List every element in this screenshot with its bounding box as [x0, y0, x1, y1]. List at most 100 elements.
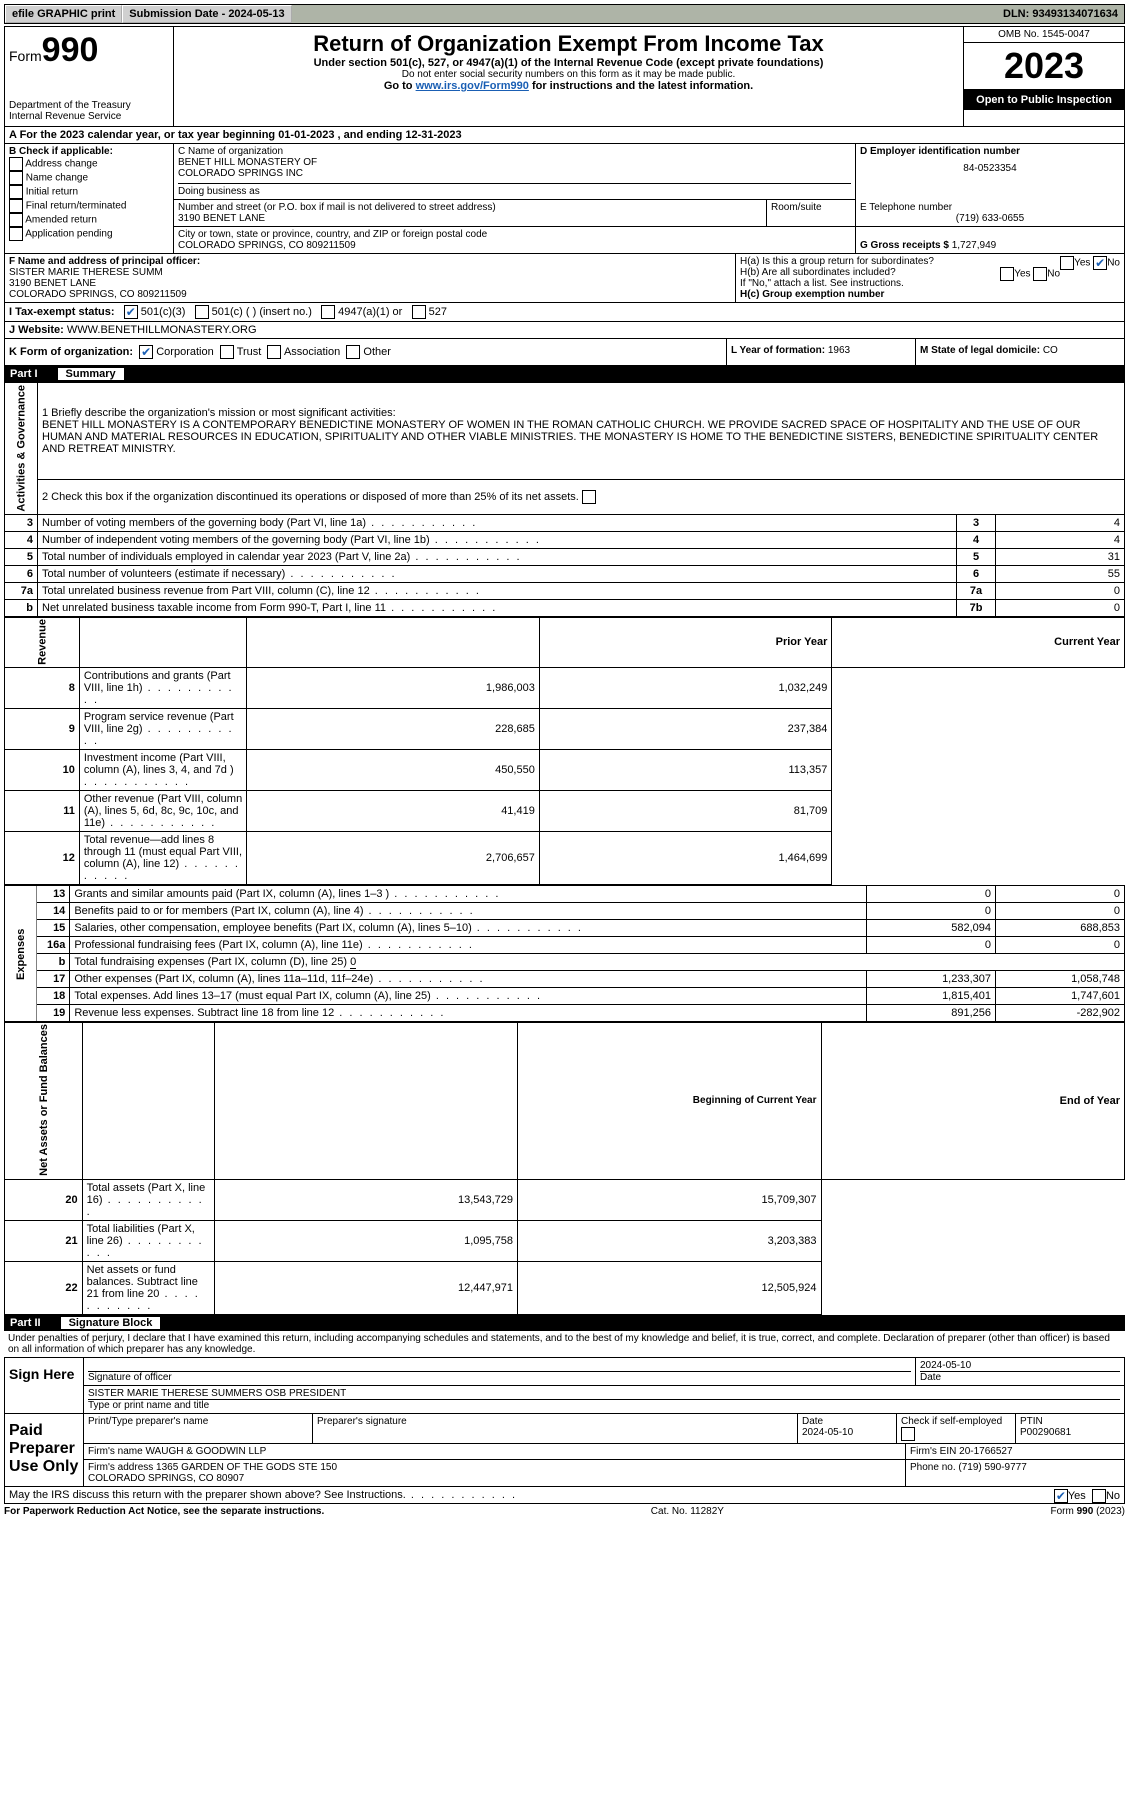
box-b-label: B Check if applicable:: [9, 146, 169, 157]
firm-ein: 20-1766527: [959, 1446, 1012, 1457]
prior-val: 1,986,003: [247, 668, 540, 709]
officer-addr1: 3190 BENET LANE: [9, 278, 96, 289]
lbl-no2: No: [1047, 269, 1060, 280]
chk-address-change[interactable]: [9, 157, 23, 171]
chk-discuss-yes[interactable]: [1054, 1489, 1068, 1503]
netassets-table: Net Assets or Fund Balances Beginning of…: [4, 1022, 1125, 1315]
prior-val: 2,706,657: [247, 832, 540, 885]
line-num: 12: [5, 832, 80, 885]
line-text: Contributions and grants (Part VIII, lin…: [79, 668, 246, 709]
part1-header: Part I Summary: [4, 366, 1125, 382]
lbl-address-change: Address change: [25, 159, 97, 170]
row-fh: F Name and address of principal officer:…: [4, 254, 1125, 303]
chk-final-return[interactable]: [9, 199, 23, 213]
chk-amended[interactable]: [9, 213, 23, 227]
line-val: 55: [996, 565, 1125, 582]
chk-ha-yes[interactable]: [1060, 256, 1074, 270]
prior-val: 13,543,729: [214, 1179, 517, 1220]
sig-officer-label: Signature of officer: [88, 1371, 911, 1383]
ptin-label: PTIN: [1020, 1416, 1043, 1427]
hb-label: H(b) Are all subordinates included?: [740, 267, 896, 278]
street-label: Number and street (or P.O. box if mail i…: [178, 202, 762, 213]
prior-val: 582,094: [867, 920, 996, 937]
line-text: Total revenue—add lines 8 through 11 (mu…: [79, 832, 246, 885]
tel-value: (719) 633-0655: [860, 213, 1120, 224]
line-num: 5: [5, 548, 38, 565]
form-word: Form: [9, 48, 42, 64]
box-f-label: F Name and address of principal officer:: [9, 256, 200, 267]
line-text: Total assets (Part X, line 16): [82, 1179, 214, 1220]
row-a-tax-year: A For the 2023 calendar year, or tax yea…: [4, 127, 1125, 144]
self-emp-label: Check if self-employed: [901, 1416, 1002, 1427]
line-num: b: [5, 599, 38, 616]
mission-label: 1 Briefly describe the organization's mi…: [42, 407, 1120, 419]
part1-num: Part I: [10, 368, 38, 380]
typeprint-label: Type or print name and title: [88, 1399, 1120, 1411]
line-num: 16a: [37, 937, 70, 954]
ha-label: H(a) Is this a group return for subordin…: [740, 256, 934, 267]
chk-other[interactable]: [346, 345, 360, 359]
chk-discuss-no[interactable]: [1092, 1489, 1106, 1503]
chk-hb-no[interactable]: [1033, 267, 1047, 281]
chk-527[interactable]: [412, 305, 426, 319]
line-val: 31: [996, 548, 1125, 565]
chk-hb-yes[interactable]: [1000, 267, 1014, 281]
summary-table: Activities & Governance 1 Briefly descri…: [4, 382, 1125, 617]
hdr-eoy: End of Year: [821, 1022, 1124, 1179]
dept-treasury: Department of the Treasury: [9, 100, 169, 111]
line-text: Other expenses (Part IX, column (A), lin…: [70, 971, 867, 988]
blank: [82, 1022, 214, 1179]
chk-trust[interactable]: [220, 345, 234, 359]
city-label: City or town, state or province, country…: [178, 229, 851, 240]
goto-post: for instructions and the latest informat…: [529, 80, 753, 92]
ptin-val: P00290681: [1020, 1427, 1071, 1438]
chk-initial-return[interactable]: [9, 185, 23, 199]
line-num: 21: [5, 1220, 83, 1261]
line2-text: 2 Check this box if the organization dis…: [42, 491, 579, 503]
line-text: Total number of volunteers (estimate if …: [38, 565, 957, 582]
lbl-assoc: Association: [284, 346, 340, 358]
phone-label: Phone no.: [910, 1462, 956, 1473]
submission-date-button[interactable]: Submission Date - 2024-05-13: [122, 5, 291, 23]
blank: [247, 617, 540, 668]
chk-4947[interactable]: [321, 305, 335, 319]
chk-self-employed[interactable]: [901, 1427, 915, 1441]
form990-link[interactable]: www.irs.gov/Form990: [416, 80, 529, 92]
form-number: 990: [42, 31, 99, 69]
current-val: 0: [996, 937, 1125, 954]
lbl-initial-return: Initial return: [26, 187, 78, 198]
line-num: 8: [5, 668, 80, 709]
line-col: 4: [957, 531, 996, 548]
prior-val: 891,256: [867, 1005, 996, 1022]
discuss-row: May the IRS discuss this return with the…: [4, 1487, 1125, 1504]
side-net: Net Assets or Fund Balances: [5, 1022, 83, 1179]
mission-text: BENET HILL MONASTERY IS A CONTEMPORARY B…: [42, 419, 1120, 455]
current-val: 113,357: [539, 750, 832, 791]
current-val: 1,032,249: [539, 668, 832, 709]
hdr-bcy: Beginning of Current Year: [518, 1022, 821, 1179]
chk-assoc[interactable]: [267, 345, 281, 359]
chk-ha-no[interactable]: [1093, 256, 1107, 270]
prior-val: 41,419: [247, 791, 540, 832]
chk-line2[interactable]: [582, 490, 596, 504]
part2-title: Signature Block: [61, 1317, 161, 1329]
current-val: 1,464,699: [539, 832, 832, 885]
chk-app-pending[interactable]: [9, 227, 23, 241]
phone-val: (719) 590-9777: [958, 1462, 1026, 1473]
chk-501c3[interactable]: [124, 305, 138, 319]
efile-print-button[interactable]: efile GRAPHIC print: [5, 5, 122, 23]
prior-val: 1,233,307: [867, 971, 996, 988]
line-num: 3: [5, 514, 38, 531]
current-val: 3,203,383: [518, 1220, 821, 1261]
chk-501c[interactable]: [195, 305, 209, 319]
line-col: 7a: [957, 582, 996, 599]
prior-val: 12,447,971: [214, 1261, 517, 1314]
lbl-final-return: Final return/terminated: [26, 201, 127, 212]
line-text: Total liabilities (Part X, line 26): [82, 1220, 214, 1261]
current-val: 1,058,748: [996, 971, 1125, 988]
sig-date-label: Date: [920, 1371, 1120, 1383]
chk-name-change[interactable]: [9, 171, 23, 185]
subtitle-1: Under section 501(c), 527, or 4947(a)(1)…: [178, 57, 959, 69]
line-text: Program service revenue (Part VIII, line…: [79, 709, 246, 750]
chk-corp[interactable]: [139, 345, 153, 359]
